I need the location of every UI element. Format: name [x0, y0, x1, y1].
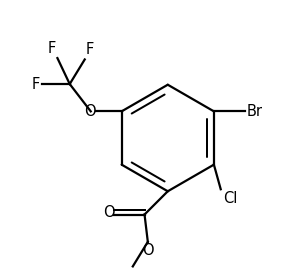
Text: F: F [32, 76, 40, 92]
Text: Br: Br [247, 104, 263, 119]
Text: F: F [48, 41, 56, 56]
Text: O: O [142, 243, 154, 258]
Text: O: O [103, 205, 114, 220]
Text: Cl: Cl [223, 191, 237, 206]
Text: F: F [86, 42, 94, 57]
Text: O: O [84, 104, 96, 119]
